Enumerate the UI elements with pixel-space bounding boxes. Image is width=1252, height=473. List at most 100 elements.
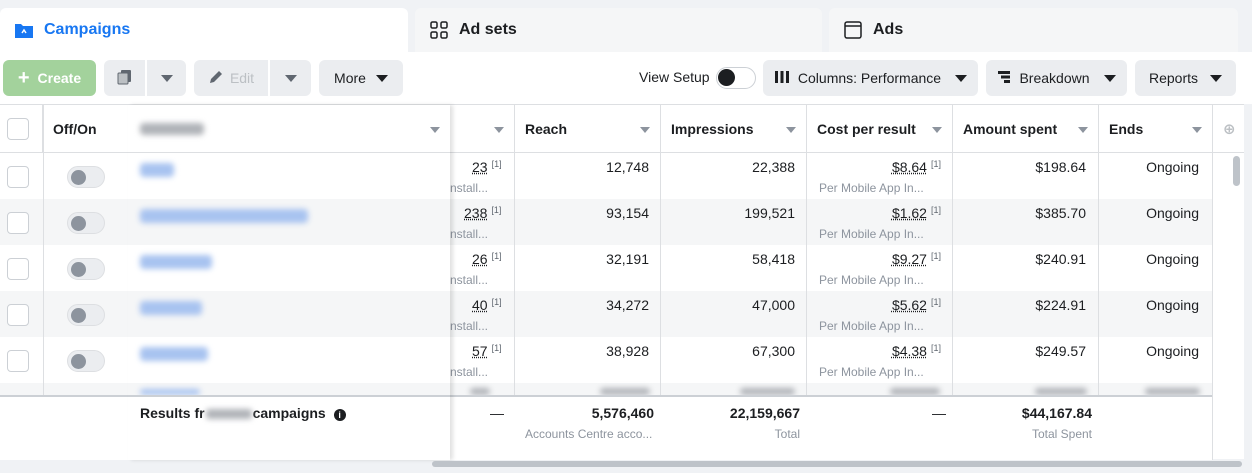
cost-value: $5.62 — [891, 297, 927, 313]
chevron-down-icon — [160, 74, 173, 82]
tab-adsets[interactable]: Ad sets — [415, 8, 822, 52]
toggle-knob — [71, 262, 86, 277]
tab-campaigns[interactable]: Campaigns — [0, 8, 408, 52]
results-cell[interactable]: 238 [1] — [464, 205, 501, 221]
select-all-checkbox[interactable] — [7, 118, 29, 140]
colhead-ends[interactable]: Ends — [1099, 105, 1213, 153]
cost-type: Per Mobile App In... — [819, 273, 924, 287]
results-cell[interactable]: 57 [1] — [472, 343, 502, 359]
breakdown-icon — [997, 70, 1011, 87]
summary-name-cell: Results fr campaigns i — [128, 395, 450, 460]
colhead-cost-per-result[interactable]: Cost per result — [807, 105, 953, 153]
reach-cell: 38,928 — [606, 343, 649, 359]
cost-cell[interactable]: $9.27 [1] — [807, 251, 941, 267]
campaign-name-link[interactable] — [140, 255, 212, 269]
obscured-value — [1145, 388, 1200, 395]
columns-button[interactable]: Columns: Performance — [763, 60, 978, 96]
results-type: nstall... — [450, 273, 489, 287]
colhead-results[interactable] — [450, 105, 515, 153]
cost-value: $4.38 — [891, 343, 927, 359]
duplicate-dropdown[interactable] — [147, 60, 186, 96]
results-value: 23 — [472, 159, 488, 175]
horizontal-scrollbar[interactable] — [432, 461, 1242, 467]
cost-cell[interactable]: $4.38 [1] — [807, 343, 941, 359]
results-type: nstall... — [450, 227, 489, 241]
row-checkbox[interactable] — [7, 258, 29, 280]
add-column-header[interactable]: ⊕ — [1213, 105, 1244, 153]
results-cell[interactable]: 23 [1] — [472, 159, 502, 175]
row-checkbox[interactable] — [7, 350, 29, 372]
campaign-toggle[interactable] — [67, 258, 105, 280]
edit-dropdown[interactable] — [270, 60, 311, 96]
campaign-name-link[interactable] — [140, 389, 200, 395]
reports-button[interactable]: Reports — [1135, 60, 1236, 96]
breakdown-button[interactable]: Breakdown — [986, 60, 1127, 96]
toggle-knob — [71, 308, 86, 323]
colhead-reach-label: Reach — [525, 120, 568, 137]
campaign-toggle[interactable] — [67, 166, 105, 188]
info-icon[interactable]: i — [333, 409, 346, 421]
campaign-toggle[interactable] — [67, 350, 105, 372]
spent-cell: $240.91 — [1035, 251, 1086, 267]
tab-campaigns-label: Campaigns — [44, 21, 131, 38]
campaign-name-link[interactable] — [140, 301, 202, 315]
colhead-cost-label: Cost per result — [817, 120, 916, 137]
colhead-ends-label: Ends — [1109, 120, 1144, 137]
row-checkbox[interactable] — [7, 166, 29, 188]
footnote: [1] — [491, 251, 502, 261]
tab-ads[interactable]: Ads — [829, 8, 1238, 52]
spent-cell: $249.57 — [1035, 343, 1086, 359]
colhead-offon-label: Off/On — [53, 120, 97, 137]
edit-button[interactable]: Edit — [194, 60, 268, 96]
cost-cell[interactable]: $8.64 [1] — [807, 159, 941, 175]
sort-icon — [494, 127, 504, 133]
colhead-offon[interactable]: Off/On — [43, 105, 129, 153]
reports-label: Reports — [1148, 70, 1199, 86]
view-setup-toggle[interactable] — [716, 67, 756, 89]
row-checkbox[interactable] — [7, 212, 29, 234]
impressions-cell: 22,388 — [752, 159, 795, 175]
create-button[interactable]: + Create — [3, 60, 96, 96]
summary-spent-sub: Total Spent — [1031, 427, 1092, 441]
footnote: [1] — [930, 159, 941, 169]
cost-type: Per Mobile App In... — [819, 319, 924, 333]
campaign-toggle[interactable] — [67, 212, 105, 234]
results-cell[interactable]: 26 [1] — [472, 251, 502, 267]
sort-icon — [932, 127, 942, 133]
row-checkbox[interactable] — [7, 304, 29, 326]
summary-spent: $44,167.84 — [1021, 405, 1092, 421]
colhead-campaign-name[interactable] — [128, 105, 450, 153]
tab-ads-label: Ads — [873, 21, 904, 38]
impressions-cell: 67,300 — [752, 343, 795, 359]
campaign-name-column: Results fr campaigns i — [128, 105, 450, 460]
more-button[interactable]: More — [319, 60, 403, 96]
summary-impressions-sub: Total — [774, 427, 800, 441]
colhead-reach[interactable]: Reach — [515, 105, 661, 153]
grid-icon — [429, 20, 449, 40]
impressions-cell: 199,521 — [744, 205, 795, 221]
more-label: More — [334, 70, 366, 86]
spent-cell: $385.70 — [1035, 205, 1086, 221]
cost-type: Per Mobile App In... — [819, 365, 924, 379]
campaign-name-link[interactable] — [140, 209, 308, 223]
footnote: [1] — [930, 205, 941, 215]
footnote: [1] — [930, 343, 941, 353]
duplicate-button[interactable] — [104, 60, 145, 96]
results-cell[interactable]: 40 [1] — [472, 297, 502, 313]
name-row-bg — [128, 383, 450, 395]
campaign-name-link[interactable] — [140, 163, 174, 177]
cost-cell[interactable]: $1.62 [1] — [807, 205, 941, 221]
colhead-amount-spent[interactable]: Amount spent — [953, 105, 1099, 153]
results-value: 40 — [472, 297, 488, 313]
cost-value: $9.27 — [891, 251, 927, 267]
toggle-knob — [71, 170, 86, 185]
campaign-toggle[interactable] — [67, 304, 105, 326]
view-setup-label: View Setup — [639, 69, 710, 85]
cost-cell[interactable]: $5.62 [1] — [807, 297, 941, 313]
cost-value: $8.64 — [891, 159, 927, 175]
divider — [1098, 105, 1099, 395]
colhead-impressions[interactable]: Impressions — [661, 105, 807, 153]
campaign-name-link[interactable] — [140, 347, 208, 361]
vertical-scrollbar[interactable] — [1233, 156, 1240, 186]
